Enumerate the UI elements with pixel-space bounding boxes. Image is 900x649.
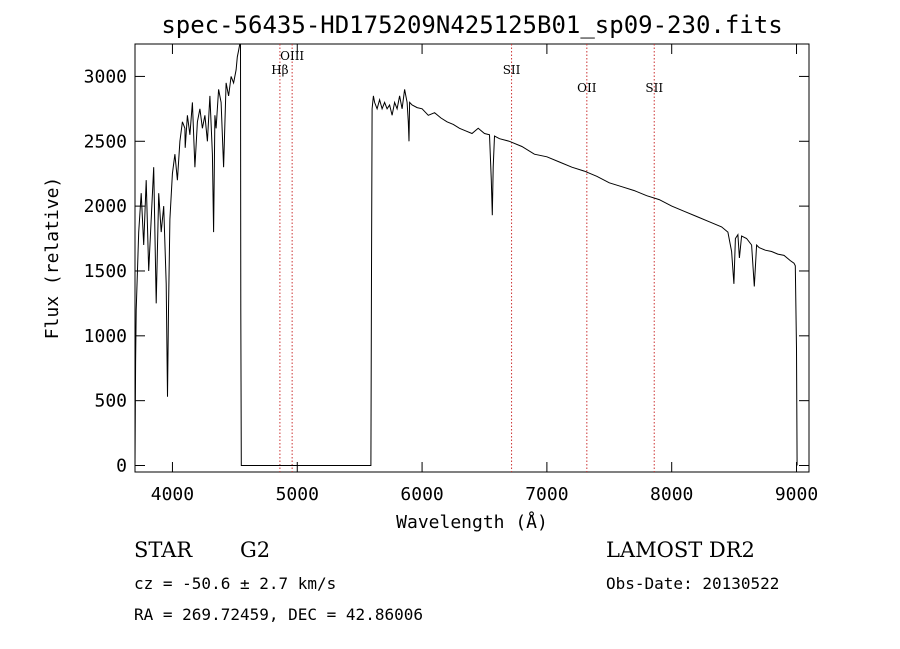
x-axis-ticks: 4000 5000 6000 7000 8000 9000 [151, 44, 818, 505]
x-tick-label: 9000 [775, 484, 818, 505]
emission-line-label: SII [645, 81, 663, 95]
x-tick-label: 8000 [650, 484, 693, 505]
chart-title: spec-56435-HD175209N425125B01_sp09-230.f… [161, 11, 782, 39]
observation-date: Obs-Date: 20130522 [606, 574, 779, 593]
x-tick-label: 4000 [151, 484, 194, 505]
y-tick-label: 1000 [84, 326, 127, 347]
x-tick-label: 5000 [276, 484, 319, 505]
redshift-velocity: cz = -50.6 ± 2.7 km/s [134, 574, 336, 593]
y-tick-label: 2500 [84, 131, 127, 152]
emission-line-label: OIII [280, 49, 304, 63]
x-tick-label: 6000 [400, 484, 443, 505]
y-axis-label: Flux (relative) [42, 177, 63, 340]
spectrum-line [134, 43, 798, 466]
emission-line-label: SII [503, 63, 521, 77]
emission-line-label: Hβ [271, 63, 288, 77]
y-tick-label: 2000 [84, 196, 127, 217]
plot-frame [134, 43, 810, 473]
spectral-subclass: G2 [240, 538, 270, 562]
x-axis-label: Wavelength (Å) [396, 511, 548, 533]
survey-name: LAMOST DR2 [606, 538, 755, 562]
y-tick-label: 0 [116, 456, 127, 477]
y-tick-label: 1500 [84, 261, 127, 282]
x-tick-label: 7000 [525, 484, 568, 505]
object-type: STAR [134, 538, 193, 562]
y-tick-label: 500 [94, 391, 127, 412]
y-axis-ticks: 0 500 1000 1500 2000 2500 3000 [84, 66, 809, 477]
emission-line-label: OII [577, 81, 597, 95]
y-tick-label: 3000 [84, 66, 127, 87]
coordinates: RA = 269.72459, DEC = 42.86006 [134, 605, 423, 624]
